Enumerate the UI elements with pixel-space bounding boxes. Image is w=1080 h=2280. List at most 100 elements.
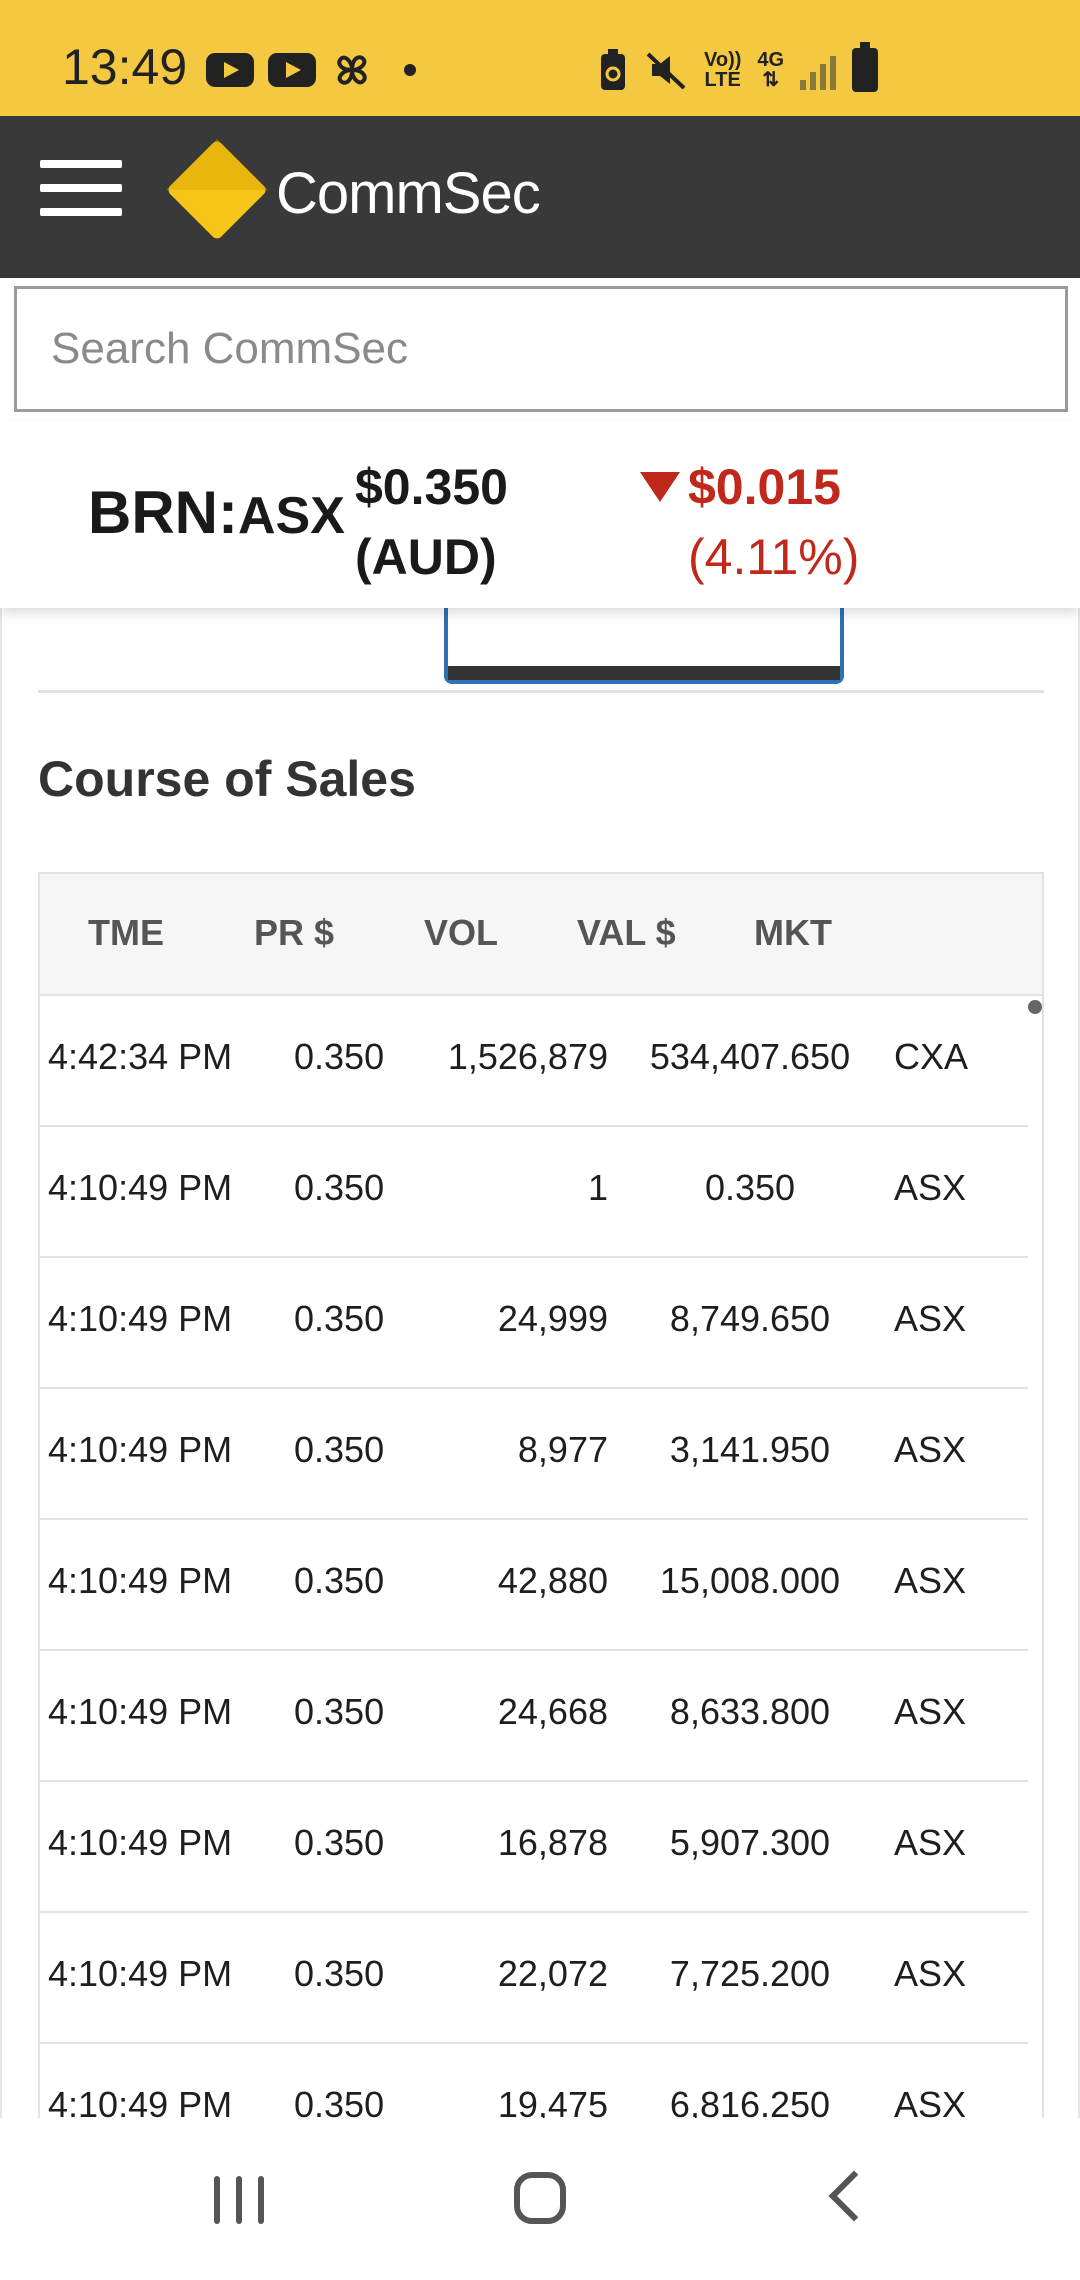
table-row: 4:10:49 PM 0.350 8,977 3,141.950 ASX: [40, 1389, 1028, 1520]
cell-price: 0.350: [294, 1298, 385, 1339]
column-header-price[interactable]: PR $: [254, 912, 335, 953]
cell-market: CXA: [894, 1036, 969, 1077]
notification-dot-icon: [404, 64, 416, 76]
cell-market: ASX: [894, 1429, 967, 1470]
app-header: CommSec: [0, 116, 1080, 278]
cell-price: 0.350: [294, 1429, 385, 1470]
battery-saver-icon: [601, 49, 625, 90]
table-row: 4:10:49 PM 0.350 1 0.350 ASX: [40, 1127, 1028, 1258]
cell-value: 15,008.000: [659, 1560, 841, 1601]
mute-icon: [646, 52, 686, 90]
status-icons-right: Vo)) LTE 4G ⇅: [598, 42, 879, 96]
table-row: 4:10:49 PM 0.350 42,880 15,008.000 ASX: [40, 1520, 1028, 1651]
last-price: $0.350 (AUD): [355, 452, 508, 592]
volte-line1: Vo)): [704, 49, 742, 71]
cell-price: 0.350: [294, 1036, 385, 1077]
battery-icon: [852, 42, 879, 92]
cell-market: ASX: [894, 2084, 967, 2118]
price-value: $0.350: [355, 459, 508, 515]
symbol-separator: :: [218, 479, 238, 546]
cell-value: 5,907.300: [669, 1822, 831, 1863]
cell-volume: 19,475: [497, 2084, 608, 2118]
cell-time: 4:10:49 PM: [48, 1822, 233, 1863]
cell-value: 3,141.950: [669, 1429, 831, 1470]
cell-price: 0.350: [294, 1560, 385, 1601]
symbol: BRN: [88, 479, 218, 546]
cell-time: 4:10:49 PM: [48, 1429, 233, 1470]
cell-market: ASX: [894, 1167, 967, 1208]
quote-banner: BRN:ASX $0.350 (AUD) $0.015 (4.11%): [0, 422, 1080, 608]
cell-volume: 24,999: [497, 1298, 608, 1339]
cell-time: 4:10:49 PM: [48, 1298, 233, 1339]
tab-course-of-sales-label: Course of Sales: [448, 608, 840, 616]
signal-icon: [800, 50, 837, 90]
cell-volume: 16,878: [497, 1822, 608, 1863]
cell-time: 4:42:34 PM: [48, 1036, 233, 1077]
cell-market: ASX: [894, 1691, 967, 1732]
cell-volume: 24,668: [497, 1691, 608, 1732]
cell-time: 4:10:49 PM: [48, 1167, 233, 1208]
cell-value: 6,816.250: [669, 2084, 831, 2118]
column-header-market[interactable]: MKT: [754, 912, 832, 953]
recent-apps-icon[interactable]: [214, 2176, 264, 2224]
table-header: TME PR $ VOL VAL $ MKT: [40, 874, 1042, 996]
scrollbar-thumb[interactable]: [1028, 1000, 1042, 1014]
cell-volume: 8,977: [517, 1429, 608, 1470]
column-header-time[interactable]: TME: [88, 912, 164, 953]
price-currency: (AUD): [355, 529, 497, 585]
tabs-divider: [38, 690, 1044, 693]
column-header-volume[interactable]: VOL: [424, 912, 499, 953]
table-row: 4:10:49 PM 0.350 24,999 8,749.650 ASX: [40, 1258, 1028, 1389]
table-row: 4:10:49 PM 0.350 19,475 6,816.250 ASX: [40, 2044, 1028, 2118]
youtube-icon: [206, 53, 254, 87]
cell-time: 4:10:49 PM: [48, 1691, 233, 1732]
home-icon[interactable]: [514, 2172, 566, 2224]
search-box: [14, 286, 1068, 412]
table-body: 4:42:34 PM 0.350 1,526,879 534,407.650 C…: [40, 996, 1028, 2118]
4g-icon: 4G ⇅: [757, 50, 784, 90]
cell-market: ASX: [894, 1953, 967, 1994]
ticker-symbol: BRN:ASX: [88, 478, 345, 547]
section-title: Course of Sales: [38, 751, 416, 807]
exchange: ASX: [237, 487, 345, 545]
cell-value: 8,633.800: [669, 1691, 831, 1732]
pinwheel-icon: [337, 55, 367, 85]
price-change: $0.015: [688, 459, 841, 515]
system-nav-bar: [0, 2118, 1080, 2280]
cell-price: 0.350: [294, 1822, 385, 1863]
cell-value: 7,725.200: [669, 1953, 831, 1994]
cell-market: ASX: [894, 1560, 967, 1601]
brand-name[interactable]: CommSec: [276, 161, 541, 226]
hamburger-menu-icon[interactable]: [40, 160, 122, 216]
cell-value: 8,749.650: [669, 1298, 831, 1339]
cell-value: 534,407.650: [649, 1036, 851, 1077]
status-bar: 13:49 Vo)) LTE 4G ⇅: [0, 0, 1080, 116]
table-row: 4:10:49 PM 0.350 16,878 5,907.300 ASX: [40, 1782, 1028, 1913]
cell-volume: 1: [587, 1167, 608, 1208]
search-input[interactable]: [17, 289, 1065, 409]
volte-line2: LTE: [704, 69, 741, 91]
main-content: Prices Orders Course of Sales Course of …: [0, 608, 1080, 2118]
down-arrow-icon: [640, 472, 680, 502]
cell-value: 0.350: [704, 1167, 796, 1208]
table-row: 4:10:49 PM 0.350 24,668 8,633.800 ASX: [40, 1651, 1028, 1782]
network-type: 4G: [757, 49, 785, 71]
cell-price: 0.350: [294, 2084, 385, 2118]
tab-orders[interactable]: Orders: [278, 608, 416, 616]
status-time: 13:49: [62, 39, 188, 95]
cell-price: 0.350: [294, 1953, 385, 1994]
cell-time: 4:10:49 PM: [48, 1560, 233, 1601]
tab-prices[interactable]: Prices: [78, 608, 204, 616]
cell-price: 0.350: [294, 1691, 385, 1732]
status-icons-left: [206, 48, 416, 92]
column-header-value[interactable]: VAL $: [577, 912, 676, 953]
table-row: 4:42:34 PM 0.350 1,526,879 534,407.650 C…: [40, 996, 1028, 1127]
back-icon[interactable]: [828, 2170, 880, 2222]
cell-volume: 22,072: [497, 1953, 608, 1994]
cell-market: ASX: [894, 1822, 967, 1863]
cell-time: 4:10:49 PM: [48, 2084, 233, 2118]
commsec-logo-icon[interactable]: [166, 139, 268, 241]
cell-time: 4:10:49 PM: [48, 1953, 233, 1994]
cell-price: 0.350: [294, 1167, 385, 1208]
tab-course-of-sales[interactable]: Course of Sales: [444, 608, 844, 684]
